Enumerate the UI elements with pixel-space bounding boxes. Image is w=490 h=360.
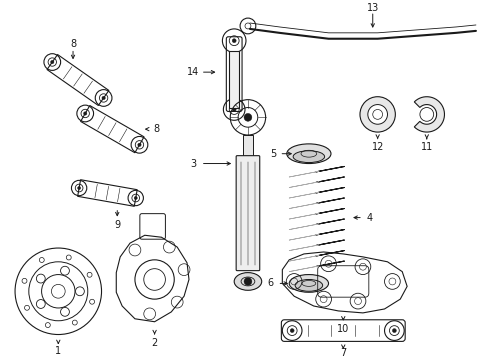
Ellipse shape — [287, 144, 331, 163]
FancyBboxPatch shape — [229, 50, 239, 108]
Circle shape — [22, 278, 27, 283]
Text: 1: 1 — [55, 346, 61, 356]
Circle shape — [290, 329, 294, 333]
Circle shape — [46, 323, 50, 328]
Text: 2: 2 — [151, 338, 158, 348]
Circle shape — [138, 143, 141, 147]
Text: 5: 5 — [270, 149, 277, 159]
Polygon shape — [414, 97, 444, 132]
Circle shape — [102, 96, 105, 100]
Text: 9: 9 — [114, 220, 121, 230]
Circle shape — [232, 39, 236, 43]
Circle shape — [61, 266, 70, 275]
Text: 10: 10 — [337, 324, 349, 334]
Circle shape — [39, 257, 44, 262]
Text: 11: 11 — [421, 142, 433, 152]
Circle shape — [90, 299, 95, 304]
Text: 8: 8 — [70, 39, 76, 49]
Text: 12: 12 — [371, 142, 384, 152]
Circle shape — [368, 104, 388, 124]
Text: 8: 8 — [153, 124, 160, 134]
Ellipse shape — [293, 151, 324, 163]
Circle shape — [50, 60, 54, 64]
Circle shape — [36, 274, 45, 283]
Circle shape — [75, 287, 84, 296]
Circle shape — [73, 320, 77, 325]
Circle shape — [61, 307, 70, 316]
Text: 14: 14 — [187, 67, 199, 77]
Circle shape — [392, 329, 396, 333]
Text: 4: 4 — [367, 212, 373, 222]
Circle shape — [244, 278, 252, 285]
Circle shape — [244, 113, 252, 121]
Circle shape — [360, 97, 395, 132]
Ellipse shape — [289, 275, 328, 292]
Ellipse shape — [234, 273, 262, 290]
FancyBboxPatch shape — [236, 156, 260, 271]
Circle shape — [77, 186, 81, 190]
Text: 3: 3 — [190, 158, 196, 168]
Text: 13: 13 — [367, 3, 379, 13]
Circle shape — [420, 108, 434, 121]
Circle shape — [232, 108, 236, 112]
Circle shape — [134, 197, 137, 199]
Circle shape — [83, 112, 87, 115]
FancyBboxPatch shape — [243, 135, 253, 157]
Text: 7: 7 — [340, 348, 346, 358]
Circle shape — [24, 305, 29, 310]
Text: 6: 6 — [268, 278, 273, 288]
Circle shape — [66, 255, 71, 260]
Circle shape — [36, 300, 45, 309]
Ellipse shape — [295, 279, 322, 291]
Circle shape — [87, 272, 92, 277]
